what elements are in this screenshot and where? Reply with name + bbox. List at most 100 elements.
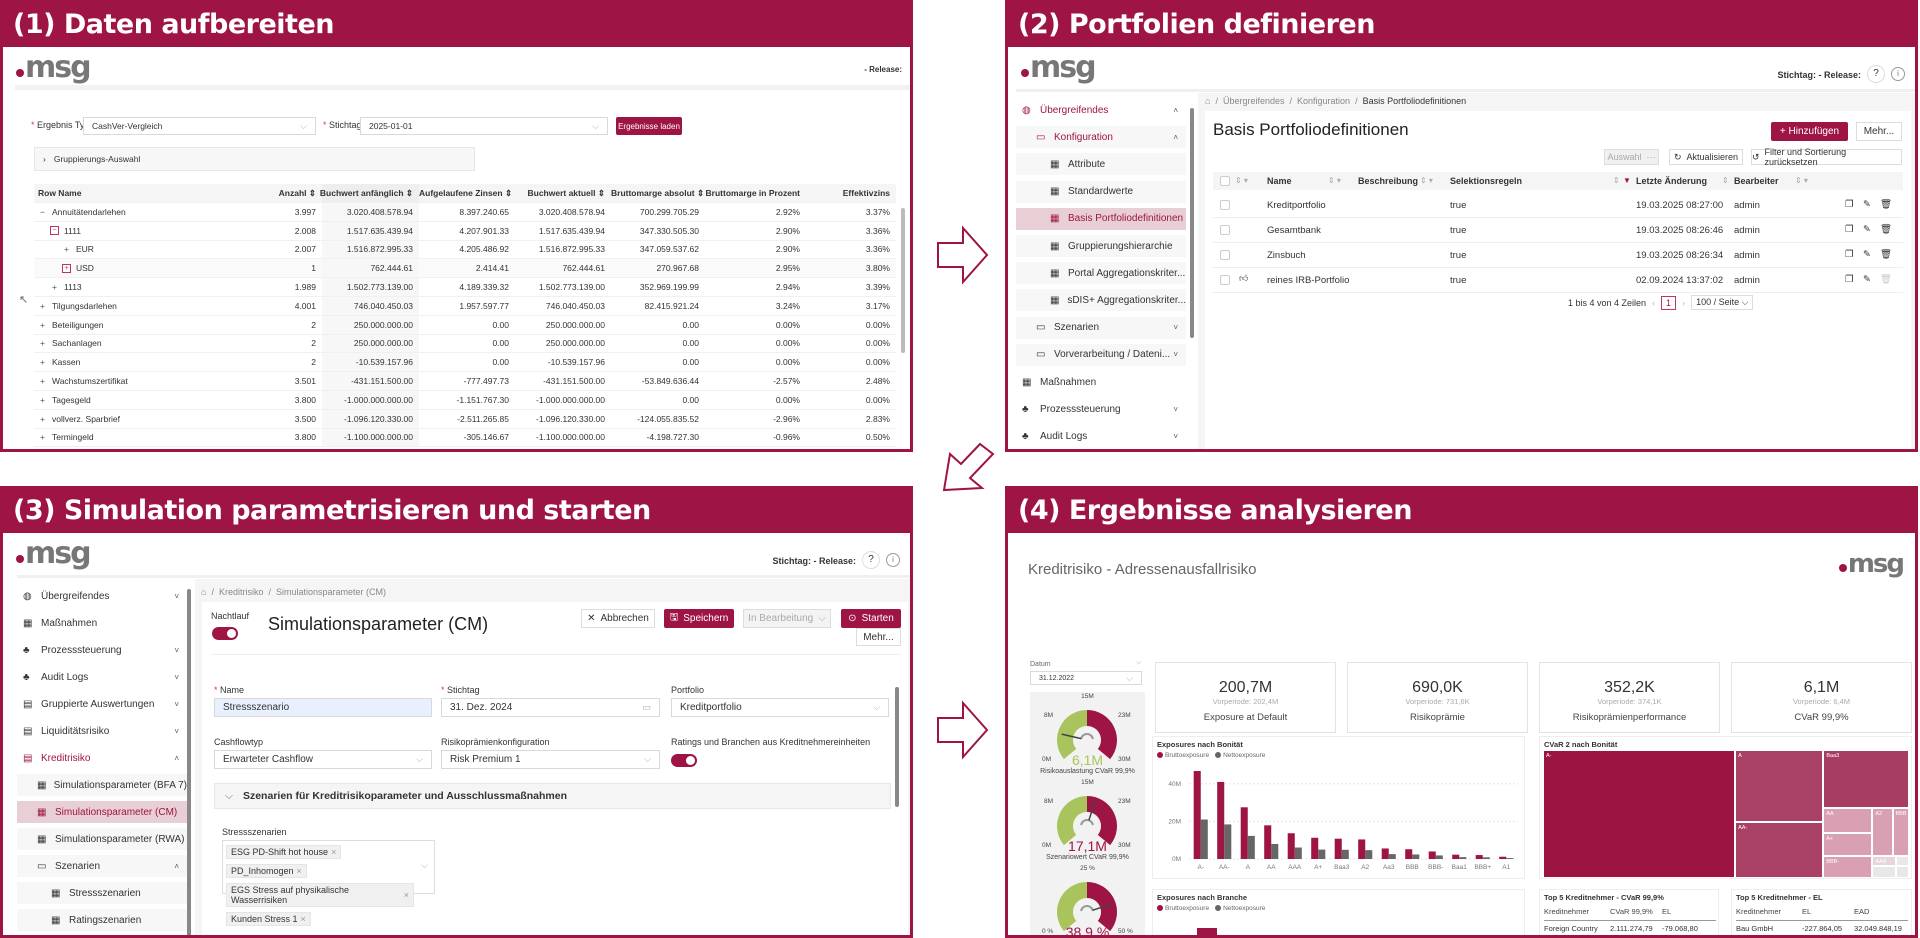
column-header[interactable]: Bruttomarge absolut ⇕ (611, 187, 705, 198)
sidebar-item[interactable]: ▭ Szenarien ˅ (1016, 316, 1186, 339)
column-name[interactable]: Name (1267, 176, 1292, 186)
treemap-cell[interactable] (1896, 856, 1909, 867)
edit-icon[interactable]: ✎ (1863, 199, 1871, 210)
column-beschreibung[interactable]: Beschreibung (1358, 176, 1419, 186)
treemap-cell[interactable]: AA (1823, 807, 1873, 834)
bar-nettoexposure[interactable] (1318, 849, 1326, 859)
bar-nettoexposure[interactable] (1271, 843, 1279, 859)
expand-icon[interactable]: + (40, 394, 45, 405)
column-header[interactable]: Bruttomarge in Prozent (705, 188, 800, 198)
sidebar-item[interactable]: ◍ Übergreifendes ˅ (17, 585, 187, 607)
edit-icon[interactable]: ✎ (1863, 249, 1871, 260)
column-header[interactable]: Effektivzins (842, 188, 890, 198)
bar-bruttoexposure[interactable] (1264, 825, 1272, 859)
breadcrumb-item[interactable]: Übergreifendes (1222, 96, 1285, 106)
filter-zuruecksetzen-button[interactable]: ↺ Filter und Sortierung zurücksetzen (1751, 147, 1902, 167)
bar-nettoexposure[interactable] (1388, 854, 1396, 859)
gruppierungs-auswahl-collapse[interactable]: › Gruppierungs-Auswahl (34, 147, 475, 171)
mehr-button[interactable]: Mehr... (1856, 122, 1902, 141)
expand-icon[interactable]: + (40, 413, 45, 424)
info-icon[interactable]: i (1891, 67, 1905, 81)
column-header[interactable]: Kreditnehmer (1736, 907, 1782, 916)
copy-icon[interactable]: ❐ (1845, 224, 1854, 235)
bar-bruttoexposure[interactable] (1475, 855, 1483, 859)
help-icon[interactable]: ? (1867, 65, 1885, 83)
treemap-cell[interactable]: AAA (1872, 856, 1897, 867)
treemap-cell[interactable] (1872, 866, 1897, 878)
filter-active-icon[interactable]: ▼ (1623, 176, 1631, 185)
cashflowtyp-select[interactable]: Erwarteter Cashflow ⌵ (214, 750, 432, 769)
sidebar-item[interactable]: ▦ Stressszenarien (17, 882, 187, 904)
bar-nettoexposure[interactable] (1435, 855, 1443, 859)
treemap-cell[interactable]: BBB- (1823, 856, 1873, 878)
row-checkbox[interactable] (1220, 250, 1230, 260)
treemap-cell[interactable]: BBB (1892, 807, 1909, 857)
sidebar-item[interactable]: ▦ Basis Portfoliodefinitionen (1016, 207, 1186, 230)
bar-bruttoexposure[interactable] (1334, 838, 1342, 859)
risikopraemien-select[interactable]: Risk Premium 1 ⌵ (441, 750, 660, 769)
sidebar-scrollbar[interactable] (1190, 108, 1194, 338)
sidebar-item[interactable]: ▦ Simulationsparameter (BFA 7) (17, 774, 187, 796)
sidebar-item[interactable]: ♣ Prozesssteuerung ˅ (1016, 398, 1186, 420)
info-icon[interactable]: i (886, 553, 900, 567)
sidebar-item[interactable]: ▦ Ratingszenarien (17, 909, 187, 931)
column-bearbeiter[interactable]: Bearbeiter (1734, 176, 1779, 186)
sort-filter-icon[interactable]: ⇕ ▾ (1328, 176, 1341, 185)
bar-nettoexposure[interactable] (1506, 858, 1514, 859)
help-icon[interactable]: ? (862, 551, 880, 569)
sort-filter-icon[interactable]: ⇕ ▾ (1420, 176, 1433, 185)
collapse-icon[interactable]: − (50, 226, 59, 236)
bar-nettoexposure[interactable] (1365, 850, 1373, 859)
abbrechen-button[interactable]: ✕ Abbrechen (581, 609, 655, 628)
sort-icon[interactable]: ⇕ (1613, 176, 1620, 185)
select-all-checkbox[interactable] (1220, 176, 1230, 186)
row-checkbox[interactable] (1220, 225, 1230, 235)
treemap-cell[interactable]: AA- (1735, 821, 1824, 878)
hinzufuegen-button[interactable]: + Hinzufügen (1771, 122, 1848, 141)
mehr-button[interactable]: Mehr... (856, 628, 901, 646)
row-checkbox[interactable] (1220, 200, 1230, 210)
sidebar-item[interactable]: ◍ Übergreifendes ˄ (1016, 99, 1186, 121)
treemap-cell[interactable]: A2 (1872, 807, 1893, 857)
bar-bruttoexposure[interactable] (1193, 771, 1201, 859)
bar-bruttoexposure[interactable] (1311, 837, 1319, 859)
home-icon[interactable]: ⌂ (1205, 96, 1211, 106)
bar-bruttoexposure[interactable] (1240, 807, 1248, 859)
expand-icon[interactable]: + (40, 432, 45, 443)
column-header[interactable]: Aufgelaufene Zinsen ⇕ (419, 187, 513, 198)
edit-icon[interactable]: ✎ (1863, 274, 1871, 285)
delete-icon[interactable]: 🗑︎ (1880, 224, 1893, 235)
sidebar-item[interactable]: ▦ Standardwerte (1016, 180, 1186, 203)
next-page-icon[interactable]: › (1682, 297, 1686, 308)
calendar-icon[interactable]: ▭ (642, 702, 651, 712)
sort-filter-icon[interactable]: ⇕ ▾ (1795, 176, 1808, 185)
name-input[interactable]: Stressszenario (214, 698, 432, 717)
row-checkbox[interactable] (1220, 275, 1230, 285)
sidebar-item[interactable]: ▦ sDIS+ Aggregationskriter... (1016, 289, 1186, 312)
column-header[interactable]: EL (1662, 907, 1672, 916)
collapse-icon[interactable]: − (40, 206, 45, 217)
edit-icon[interactable]: ✎ (1863, 224, 1871, 235)
column-letzte-aenderung[interactable]: Letzte Änderung (1636, 176, 1707, 186)
ratings-branchen-toggle[interactable] (671, 754, 697, 767)
bar-bruttoexposure[interactable] (1428, 851, 1436, 859)
delete-icon[interactable]: 🗑︎ (1880, 274, 1893, 285)
page-size-select[interactable]: 100 / Seite ⌵ (1691, 295, 1754, 310)
expand-icon[interactable]: + (40, 319, 45, 330)
page-button[interactable]: 1 (1661, 295, 1677, 310)
ergebnis-typ-select[interactable]: CashVer-Vergleich ⌵ (83, 117, 316, 135)
bar-nettoexposure[interactable] (1412, 854, 1420, 859)
sidebar-item[interactable]: ♣ Prozesssteuerung ˅ (17, 639, 187, 661)
column-selektionsregeln[interactable]: Selektionsregeln (1450, 176, 1523, 186)
bar-nettoexposure[interactable] (1459, 857, 1467, 859)
treemap-cell[interactable] (1896, 866, 1909, 878)
expand-icon[interactable]: + (40, 376, 45, 387)
bar-nettoexposure[interactable] (1341, 849, 1349, 859)
stichtag-select[interactable]: 2025-01-01 ⌵ (360, 117, 608, 135)
tag-remove-icon[interactable]: × (296, 866, 302, 876)
sidebar-item[interactable]: ▭ Konfiguration ˄ (1016, 126, 1186, 149)
sidebar-item[interactable]: ▤ Liquiditätsrisiko ˅ (17, 720, 187, 742)
sidebar-item[interactable]: ▭ Vorverarbeitung / Dateni... ˅ (1016, 343, 1186, 366)
sidebar-item[interactable]: ▦ Maßnahmen (17, 612, 187, 634)
sort-icon[interactable]: ⇕ (1722, 176, 1729, 185)
